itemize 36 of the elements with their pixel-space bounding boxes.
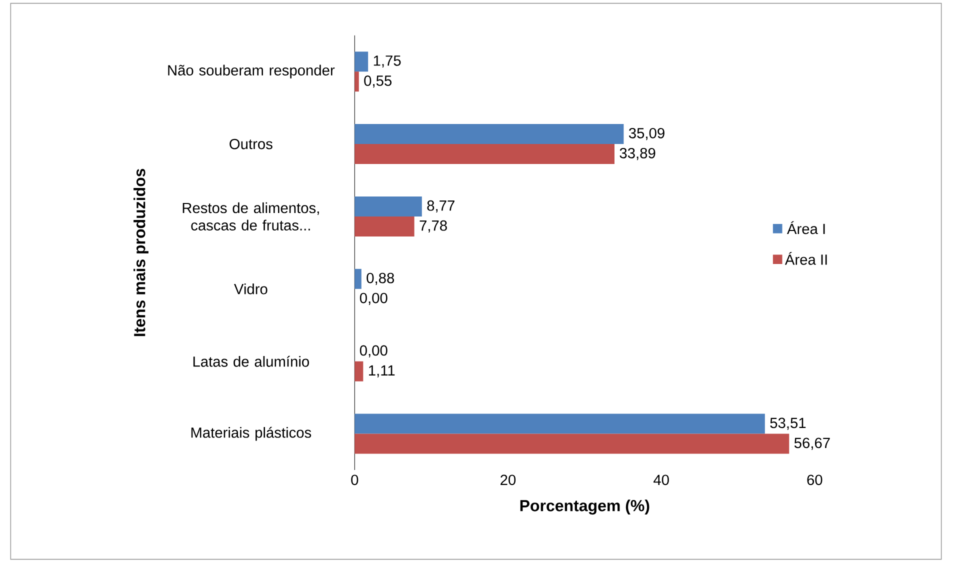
x-tick-label: 20 [500, 474, 516, 486]
y-tick-label: Outros [230, 138, 272, 150]
bar [354, 124, 624, 144]
y-tick-label: Vidro [234, 284, 268, 294]
bar [354, 72, 359, 92]
x-tick-label: 40 [654, 474, 669, 486]
data-label: 1,75 [374, 56, 401, 68]
bar [354, 361, 364, 382]
data-label: 7,78 [420, 220, 447, 233]
y-tick-label: Restos de alimentos, cascas de frutas... [182, 202, 319, 231]
data-label: 0,88 [366, 272, 394, 285]
bar [354, 268, 362, 289]
y-axis-title: Itens mais produzidos [134, 168, 148, 336]
data-label: 35,09 [628, 128, 664, 140]
x-axis-title: Porcentagem (%) [520, 500, 650, 515]
legend-label: Área I [786, 221, 825, 234]
bar [354, 216, 414, 236]
data-label: 53,51 [770, 418, 806, 430]
x-tick-label: 0 [351, 474, 358, 486]
y-tick-label: Latas de alumínio [193, 356, 309, 367]
legend-label: Área II [784, 252, 827, 265]
data-label: 8,77 [427, 200, 454, 213]
y-tick-label: Não souberam responder [168, 64, 335, 78]
data-label: 56,67 [794, 438, 830, 450]
bar [354, 52, 368, 72]
bar [354, 144, 614, 164]
data-label: 1,11 [369, 365, 395, 378]
bar [354, 414, 765, 434]
bar [354, 434, 790, 454]
x-tick-label: 60 [807, 474, 822, 486]
data-label: 0,55 [364, 76, 392, 88]
data-label: 0,00 [360, 345, 388, 358]
bar [354, 196, 422, 216]
data-label: 0,00 [360, 292, 388, 305]
data-label: 33,89 [620, 148, 656, 160]
y-tick-label: Materiais plásticos [191, 426, 312, 441]
